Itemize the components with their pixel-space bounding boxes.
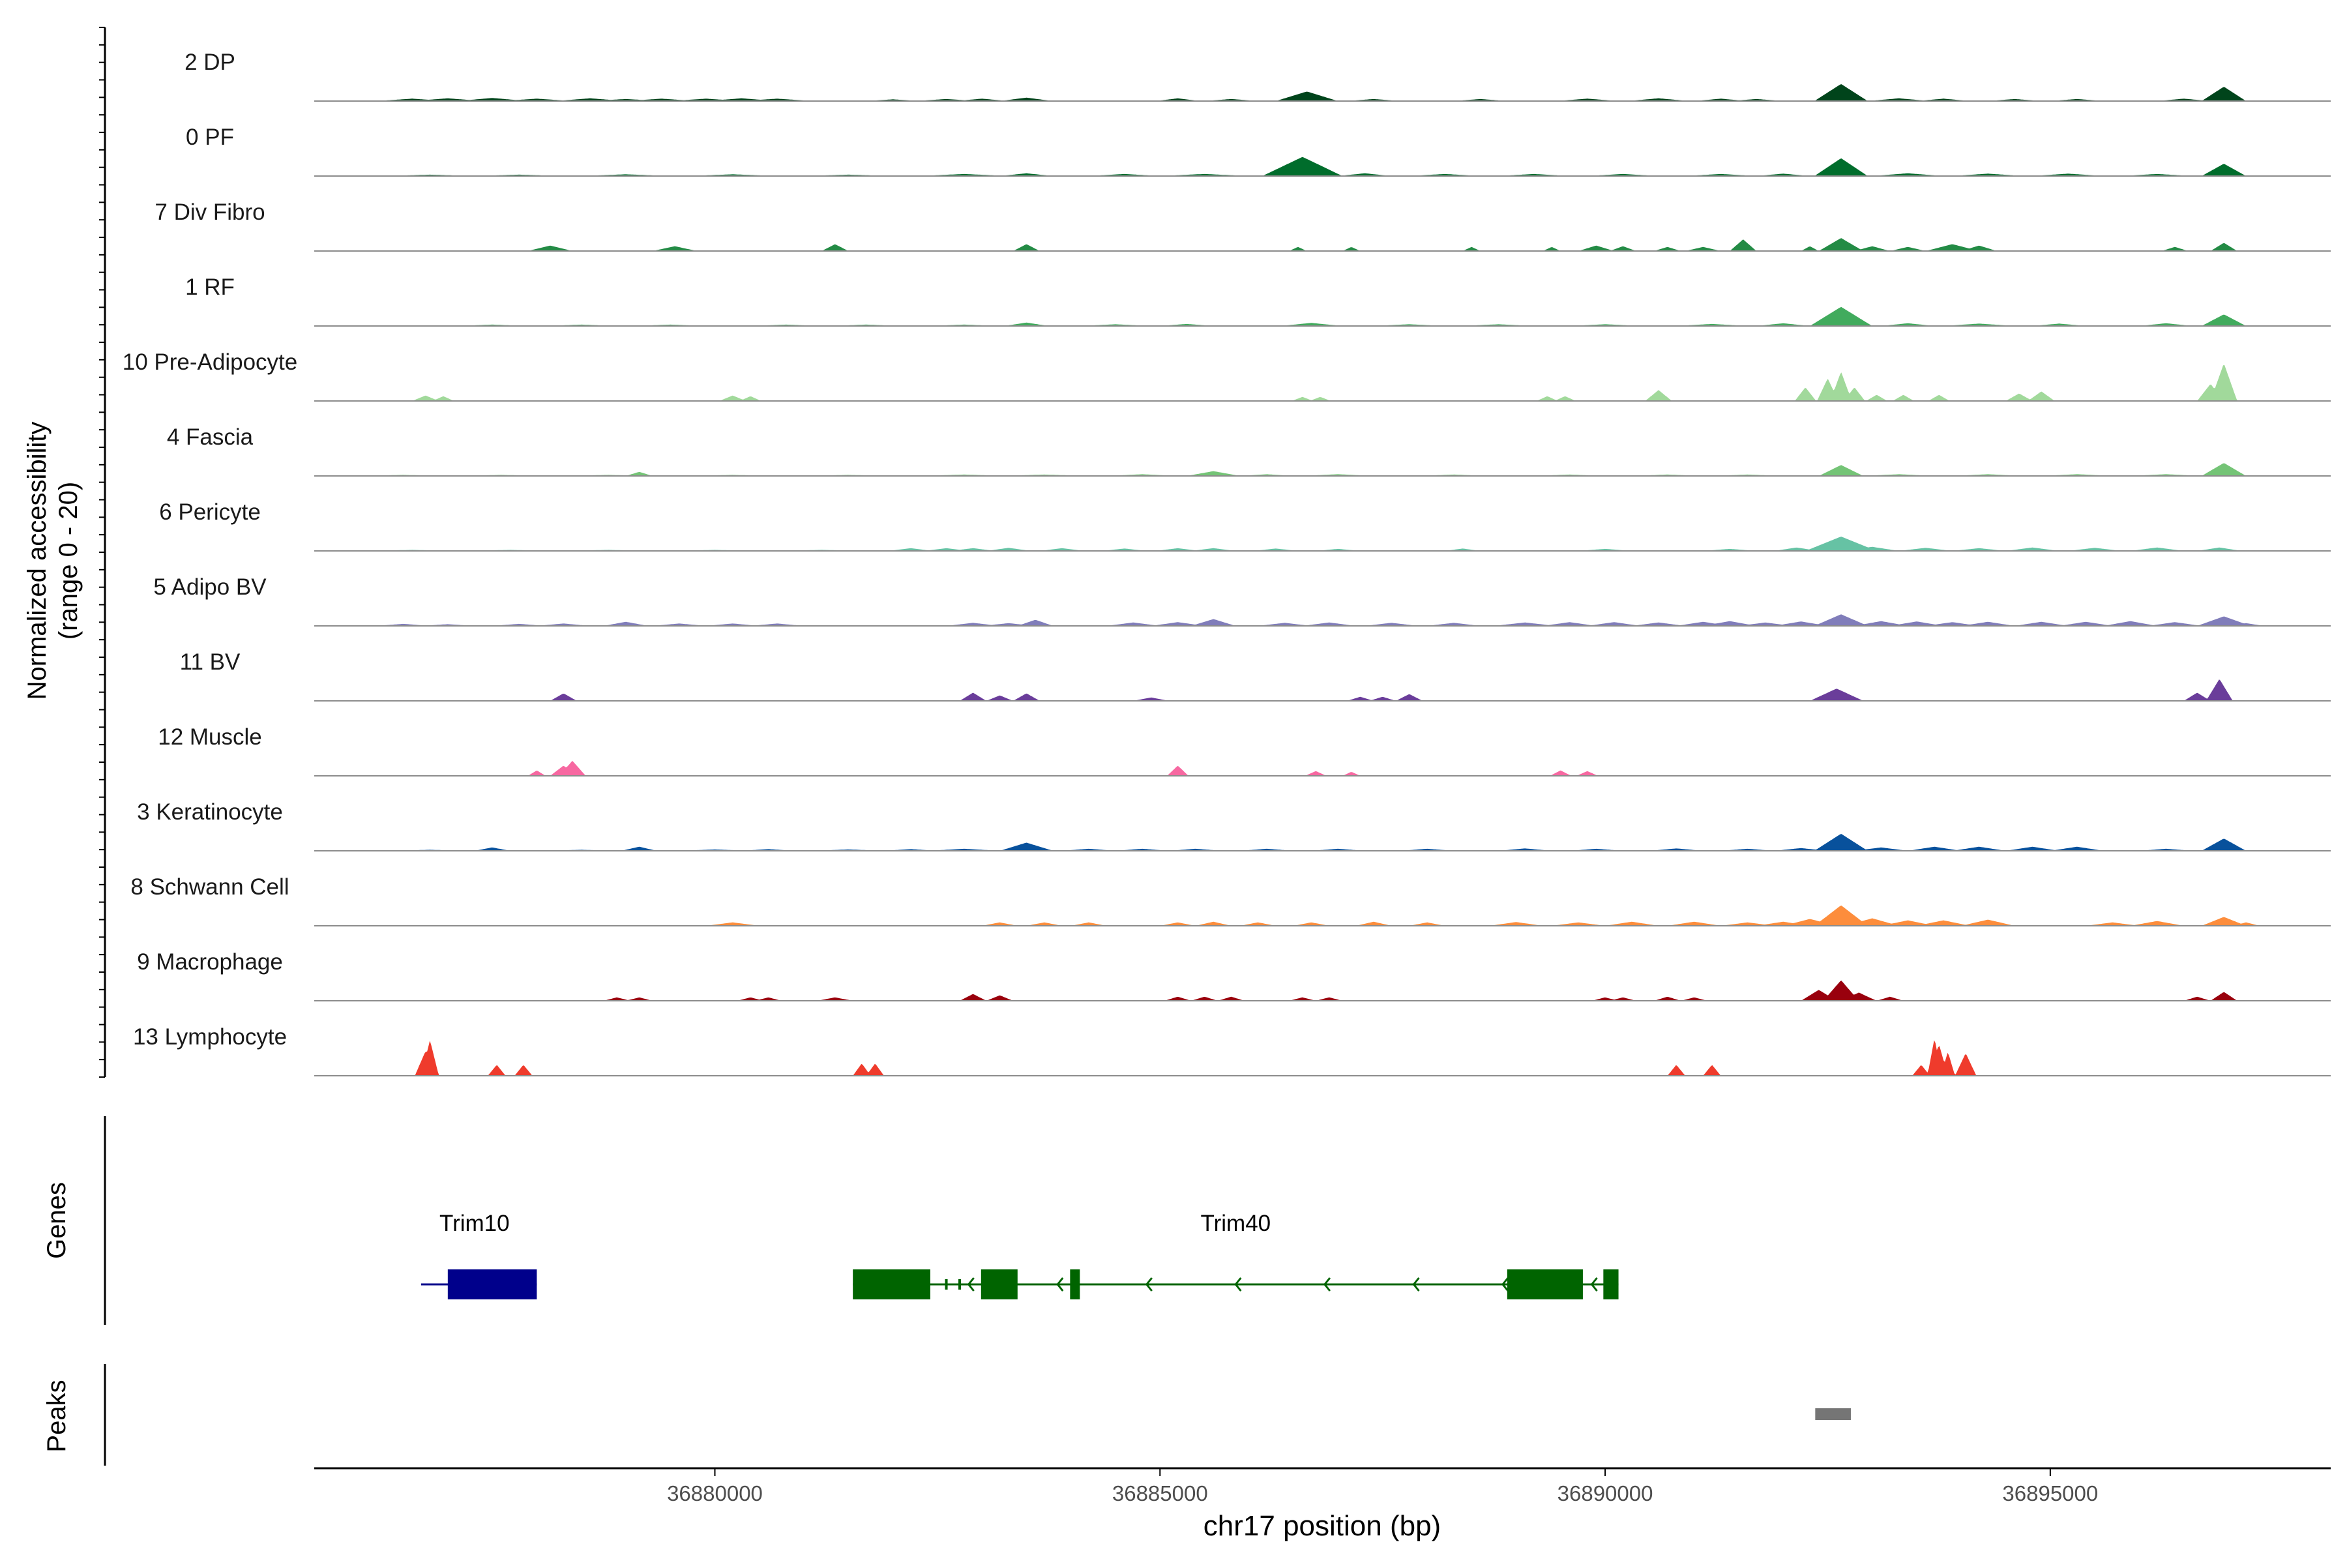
gene-trim40: Trim40 bbox=[853, 1211, 1619, 1299]
strand-arrow-icon bbox=[1501, 1277, 1509, 1292]
coverage-tracks: 2 DP 0 PF 7 Div Fibro 1 RF 10 Pre-Adipocyte 4… bbox=[99, 27, 2331, 1078]
x-axis: 36880000 36885000 36890000 36895000 bbox=[314, 1467, 2331, 1505]
track-label: 5 Adipo BV bbox=[153, 574, 267, 600]
track-coverage-area bbox=[314, 306, 2331, 326]
peak-region bbox=[1815, 1408, 1851, 1420]
track-coverage-area bbox=[314, 614, 2331, 626]
gene-label: Trim10 bbox=[439, 1211, 510, 1236]
track-coverage-area bbox=[314, 981, 2331, 1001]
track-coverage-area bbox=[314, 463, 2331, 476]
track-7-div-fibro: 7 Div Fibro bbox=[155, 200, 2331, 252]
strand-arrow-icon bbox=[1234, 1277, 1242, 1292]
gene-exon bbox=[981, 1269, 1018, 1299]
x-tick-label: 36890000 bbox=[1557, 1481, 1653, 1505]
strand-arrow-icon bbox=[1323, 1277, 1331, 1292]
track-coverage-area bbox=[314, 1040, 2331, 1076]
track-label: 8 Schwann Cell bbox=[130, 874, 289, 900]
track-label: 3 Keratinocyte bbox=[137, 799, 283, 825]
track-label: 0 PF bbox=[186, 125, 234, 150]
track-label: 9 Macrophage bbox=[137, 949, 283, 975]
strand-arrow-icon bbox=[1590, 1277, 1598, 1292]
track-4-fascia: 4 Fascia bbox=[167, 424, 2331, 477]
y-axis-label-line1: Normalized accessibility bbox=[23, 422, 52, 700]
x-tick-label: 36885000 bbox=[1112, 1481, 1208, 1505]
track-9-macrophage: 9 Macrophage bbox=[137, 949, 2331, 1001]
track-coverage-area bbox=[314, 238, 2331, 251]
gene-exon bbox=[1507, 1269, 1583, 1299]
gene-exon bbox=[1603, 1269, 1619, 1299]
gene-label: Trim40 bbox=[1201, 1211, 1271, 1236]
strand-arrow-icon bbox=[967, 1277, 975, 1292]
x-tick-label: 36880000 bbox=[667, 1481, 763, 1505]
track-13-lymphocyte: 13 Lymphocyte bbox=[133, 1024, 2331, 1076]
track-6-pericyte: 6 Pericyte bbox=[159, 499, 2331, 552]
track-label: 1 RF bbox=[185, 274, 235, 300]
track-label: 4 Fascia bbox=[167, 424, 254, 450]
y-axis-label-line2: (range 0 - 20) bbox=[54, 482, 83, 640]
track-coverage-area bbox=[314, 365, 2331, 401]
peaks-panel-label: Peaks bbox=[42, 1380, 71, 1452]
gene-trim10: Trim10 bbox=[421, 1211, 537, 1299]
genes-panel-label: Genes bbox=[42, 1182, 71, 1259]
x-tick-label: 36895000 bbox=[2002, 1481, 2098, 1505]
track-label: 7 Div Fibro bbox=[155, 200, 265, 225]
track-label: 13 Lymphocyte bbox=[133, 1024, 287, 1050]
track-8-schwann-cell: 8 Schwann Cell bbox=[130, 874, 2331, 926]
track-coverage-area bbox=[314, 834, 2331, 851]
track-12-muscle: 12 Muscle bbox=[158, 724, 2331, 777]
gene-exon-small bbox=[945, 1279, 948, 1290]
track-coverage-area bbox=[314, 156, 2331, 176]
track-label: 12 Muscle bbox=[158, 724, 262, 750]
track-coverage-area bbox=[314, 84, 2331, 101]
track-coverage-area bbox=[314, 905, 2331, 926]
track-10-pre-adipocyte: 10 Pre-Adipocyte bbox=[123, 349, 2331, 402]
track-label: 6 Pericyte bbox=[159, 499, 261, 525]
gene-exon bbox=[447, 1269, 537, 1299]
track-label: 2 DP bbox=[185, 50, 235, 75]
track-2-dp: 2 DP bbox=[185, 50, 2331, 102]
gene-exon-small bbox=[958, 1279, 962, 1290]
track-3-keratinocyte: 3 Keratinocyte bbox=[137, 799, 2331, 851]
strand-arrow-icon bbox=[1145, 1277, 1153, 1292]
track-0-pf: 0 PF bbox=[186, 125, 2331, 177]
track-label: 11 BV bbox=[180, 649, 241, 675]
track-1-rf: 1 RF bbox=[185, 274, 2331, 327]
track-11-bv: 11 BV bbox=[180, 649, 2331, 702]
gene-exon bbox=[1070, 1269, 1080, 1299]
track-coverage-area bbox=[314, 537, 2331, 551]
track-coverage-area bbox=[314, 679, 2331, 701]
track-coverage-area bbox=[314, 761, 2331, 776]
peaks-panel bbox=[104, 1364, 1851, 1466]
gene-exon bbox=[853, 1269, 930, 1299]
track-5-adipo-bv: 5 Adipo BV bbox=[153, 574, 2331, 627]
strand-arrow-icon bbox=[1056, 1277, 1064, 1292]
genes-panel: Trim10 Trim40 bbox=[104, 1116, 1619, 1325]
track-label: 10 Pre-Adipocyte bbox=[123, 349, 297, 375]
x-axis-label: chr17 position (bp) bbox=[1203, 1510, 1441, 1542]
axes: Normalized accessibility (range 0 - 20) … bbox=[23, 422, 1441, 1542]
strand-arrow-icon bbox=[1412, 1277, 1420, 1292]
